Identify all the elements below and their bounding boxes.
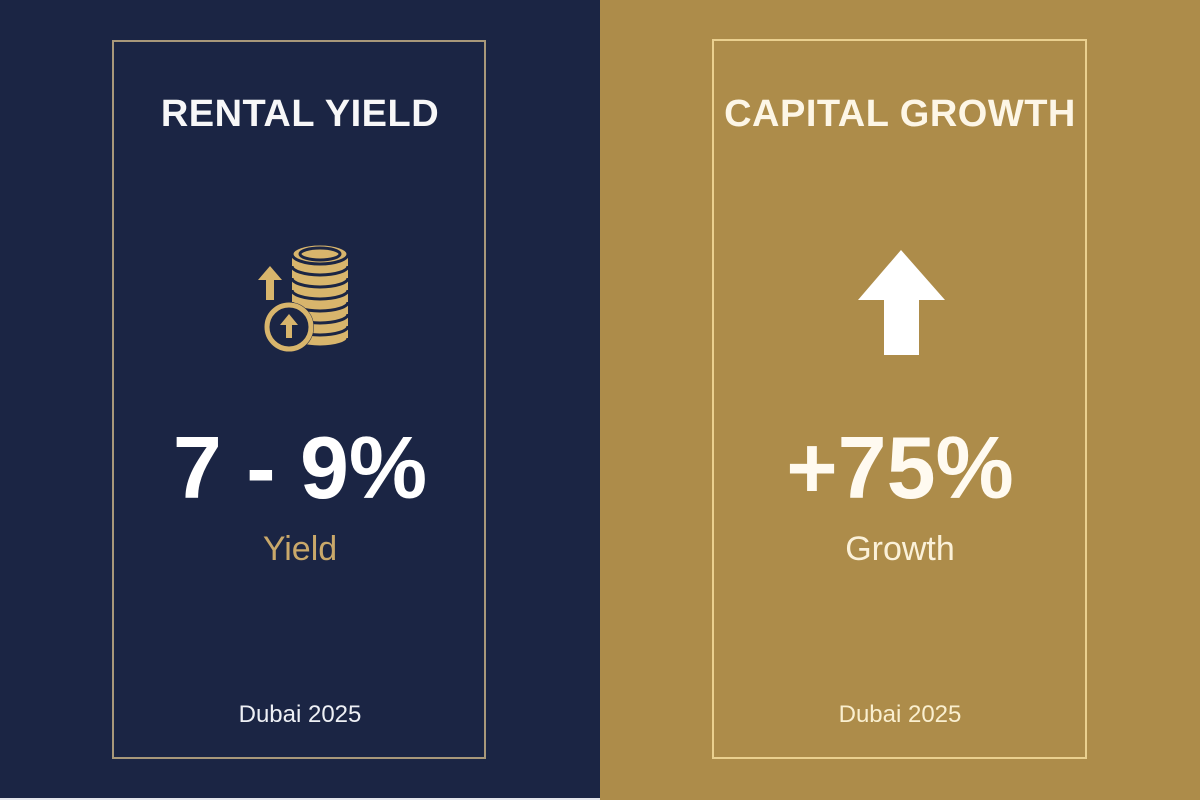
- capital-growth-label: Growth: [845, 530, 955, 568]
- capital-growth-panel: CAPITAL GROWTH +75% Growth Dubai 2025: [600, 0, 1200, 800]
- up-arrow-icon: [850, 248, 950, 358]
- rental-yield-panel: RENTAL YIELD: [0, 0, 600, 800]
- rental-yield-frame: [112, 40, 486, 759]
- capital-growth-frame: [712, 39, 1087, 759]
- capital-growth-footer: Dubai 2025: [838, 701, 962, 728]
- rental-yield-value: 7 - 9%: [172, 418, 428, 517]
- bottom-edge-strip: [0, 798, 600, 800]
- rental-yield-footer: Dubai 2025: [238, 701, 362, 728]
- coin-stack-up-arrow-icon: [250, 238, 354, 353]
- capital-growth-title: CAPITAL GROWTH: [724, 93, 1076, 135]
- rental-yield-label: Yield: [262, 530, 338, 568]
- rental-yield-title: RENTAL YIELD: [160, 93, 440, 135]
- capital-growth-value: +75%: [786, 418, 1014, 517]
